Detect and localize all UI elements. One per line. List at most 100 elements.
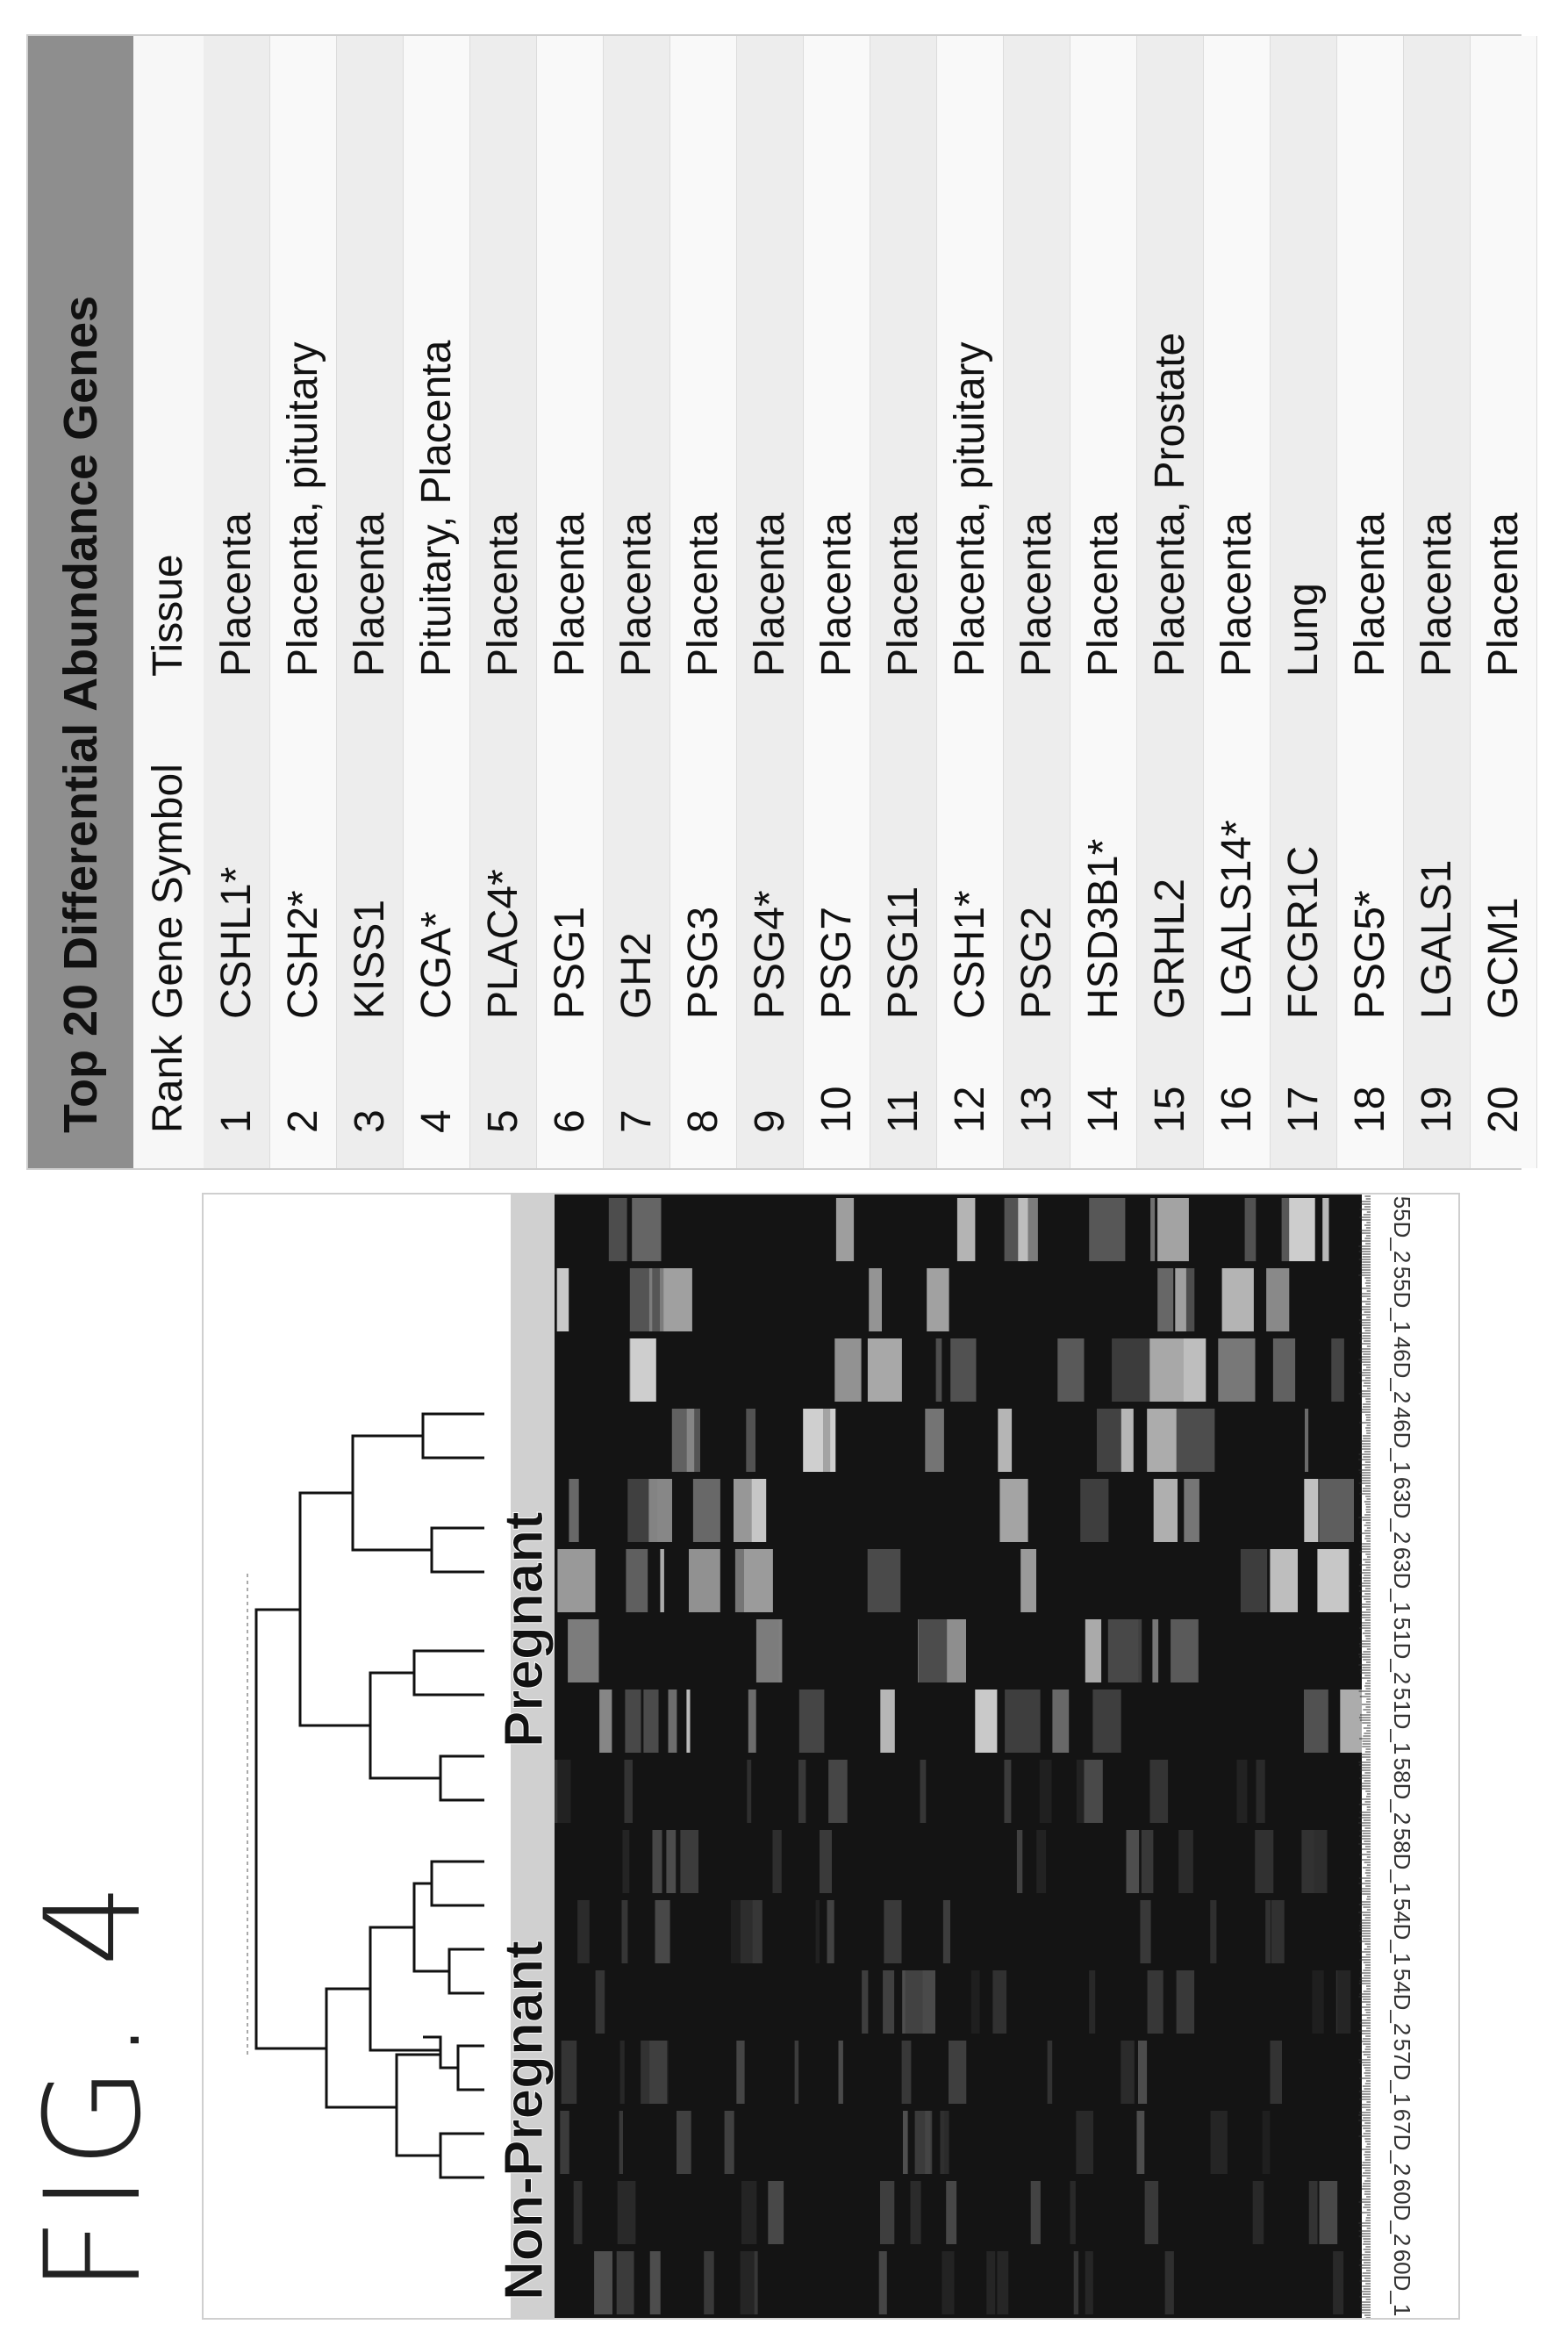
heat-cell (1301, 1830, 1318, 1893)
heat-cell (557, 1760, 571, 1823)
heat-cell (1148, 1338, 1184, 1402)
sample-label: 63D_2 (1389, 1476, 1415, 1545)
heat-cell (1312, 1970, 1324, 2034)
heat-cell (1171, 1619, 1199, 1682)
heat-cell (627, 1479, 649, 1542)
table-title: Top 20 Differential Abundance Genes (28, 36, 133, 1168)
heat-cell (1157, 1198, 1189, 1261)
table-row: 16 LGALS14* Placenta (1204, 36, 1271, 1168)
heat-cell (616, 2251, 634, 2314)
sample-label: 60D_2 (1389, 2178, 1415, 2247)
tissue-cell: Placenta (480, 513, 526, 677)
heat-cell (768, 2181, 784, 2244)
heat-cell (1218, 1338, 1256, 1402)
heat-cell (1152, 1619, 1159, 1682)
table-row: 8 PSG3 Placenta (670, 36, 737, 1168)
heat-cell (1304, 1479, 1319, 1542)
symbol-cell: KISS1 (347, 899, 393, 1019)
heat-cell (577, 1900, 590, 1963)
heat-cell (956, 1198, 976, 1261)
rank-cell: 10 (813, 1086, 860, 1133)
heat-cell (1281, 1198, 1292, 1261)
heat-cell (626, 1549, 648, 1612)
symbol-cell: CSH2* (280, 890, 326, 1019)
heat-cell (1157, 1268, 1174, 1331)
heat-cell (1112, 1338, 1150, 1402)
heat-cell (1176, 1409, 1215, 1472)
heat-cell (704, 2251, 714, 2314)
figure-label: FIG. 4 (18, 1877, 170, 2293)
heat-cell (1076, 2111, 1093, 2174)
heat-cell (883, 1970, 895, 2034)
heat-cell (649, 2251, 661, 2314)
heat-cell (747, 1760, 752, 1823)
gene-table: Top 20 Differential Abundance Genes Rank… (26, 34, 1537, 1170)
heat-cell (621, 1900, 628, 1963)
heat-cell (751, 1479, 767, 1542)
rank-cell: 16 (1214, 1086, 1260, 1133)
heat-cell (643, 1690, 659, 1753)
tissue-cell: Pituitary, Placenta (413, 340, 460, 677)
sample-label: 54D_2 (1389, 1968, 1415, 2036)
table-row: 17 FCGR1C Lung (1271, 36, 1337, 1168)
table-row: 15 GRHL2 Placenta, Prostate (1137, 36, 1204, 1168)
heat-cell (838, 2041, 843, 2104)
heat-cell (901, 2041, 912, 2104)
tissue-cell: Placenta (213, 513, 260, 677)
heat-cell (1147, 1409, 1180, 1472)
heat-cell (1221, 1268, 1254, 1331)
heat-cell (986, 2251, 996, 2314)
header-rank: Rank (145, 1034, 191, 1133)
heat-cell (617, 2181, 636, 2244)
heat-cell (999, 1479, 1028, 1542)
heat-cell (595, 1970, 605, 2034)
heat-cell (660, 1549, 664, 1612)
rank-cell: 11 (880, 1089, 927, 1133)
heat-cell (903, 2111, 908, 2174)
sample-label: 55D_2 (1389, 1195, 1415, 1264)
heat-cell (744, 1549, 773, 1612)
heat-cell (1308, 2181, 1318, 2244)
heat-cell (608, 1198, 627, 1261)
heat-cell (1084, 1760, 1103, 1823)
heat-cell (820, 1830, 832, 1893)
rank-cell: 14 (1080, 1086, 1127, 1133)
table-row: 3 KISS1 Placenta (337, 36, 404, 1168)
heat-cell (1140, 1900, 1151, 1963)
heat-cell (1147, 1970, 1163, 2034)
table-row: 20 GCM1 Placenta (1471, 36, 1537, 1168)
heat-cell (834, 1338, 862, 1402)
rank-cell: 20 (1480, 1086, 1527, 1133)
heat-cell (652, 1268, 661, 1331)
heat-cell (619, 2041, 625, 2104)
heatmap-matrix (555, 1195, 1362, 2318)
heat-cell (778, 1619, 783, 1682)
heat-cell (660, 1268, 692, 1331)
rank-cell: 18 (1347, 1086, 1393, 1133)
sample-label: 51D_2 (1389, 1617, 1415, 1685)
heat-cell (730, 1900, 741, 1963)
heat-cell (694, 1409, 700, 1472)
symbol-cell: CSHL1* (213, 866, 260, 1019)
rank-cell: 1 (213, 1109, 260, 1133)
heat-cell (622, 1830, 630, 1893)
heat-cell (624, 1760, 633, 1823)
heat-cell (1262, 2111, 1271, 2174)
heat-cell (1319, 1479, 1354, 1542)
heat-cell (630, 1338, 656, 1402)
heat-cell (746, 1409, 756, 1472)
heat-cell (1016, 1830, 1023, 1893)
heat-cell (1336, 1970, 1351, 2034)
heat-cell (970, 1970, 980, 2034)
heat-cell (738, 1900, 754, 1963)
symbol-cell: PSG11 (880, 886, 927, 1019)
heat-cell (1144, 2181, 1159, 2244)
heat-cell (619, 2111, 623, 2174)
heat-cell (925, 1409, 944, 1472)
heat-cell (1317, 1549, 1350, 1612)
symbol-cell: GCM1 (1480, 897, 1527, 1019)
heat-cell (1256, 1760, 1265, 1823)
heat-cell (946, 2181, 957, 2244)
heat-cell (823, 1409, 831, 1472)
